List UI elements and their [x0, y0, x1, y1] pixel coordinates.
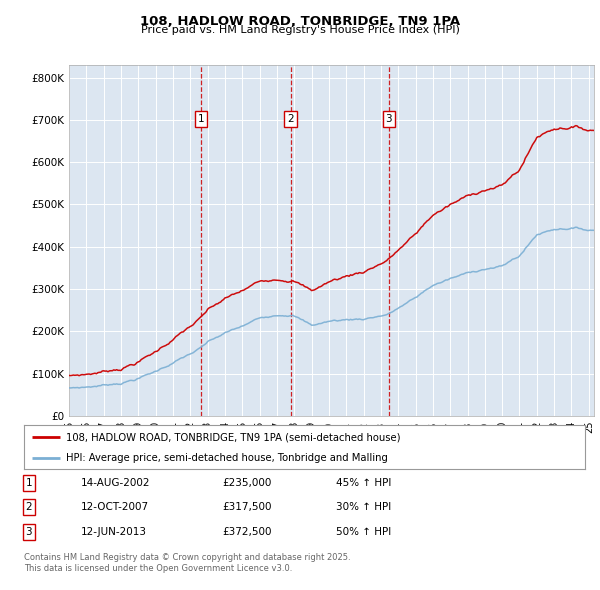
- Text: 14-AUG-2002: 14-AUG-2002: [81, 478, 151, 487]
- Text: This data is licensed under the Open Government Licence v3.0.: This data is licensed under the Open Gov…: [24, 565, 292, 573]
- Text: 3: 3: [386, 114, 392, 124]
- Text: 45% ↑ HPI: 45% ↑ HPI: [336, 478, 391, 487]
- Text: 2: 2: [287, 114, 294, 124]
- Text: 1: 1: [25, 478, 32, 487]
- Text: 12-JUN-2013: 12-JUN-2013: [81, 527, 147, 537]
- Text: 3: 3: [25, 527, 32, 537]
- Text: 50% ↑ HPI: 50% ↑ HPI: [336, 527, 391, 537]
- Text: 12-OCT-2007: 12-OCT-2007: [81, 503, 149, 512]
- Text: £235,000: £235,000: [222, 478, 271, 487]
- Text: 1: 1: [198, 114, 205, 124]
- Text: 108, HADLOW ROAD, TONBRIDGE, TN9 1PA: 108, HADLOW ROAD, TONBRIDGE, TN9 1PA: [140, 15, 460, 28]
- Text: 2: 2: [25, 503, 32, 512]
- Text: Price paid vs. HM Land Registry's House Price Index (HPI): Price paid vs. HM Land Registry's House …: [140, 25, 460, 35]
- Text: HPI: Average price, semi-detached house, Tonbridge and Malling: HPI: Average price, semi-detached house,…: [66, 453, 388, 463]
- Text: £372,500: £372,500: [222, 527, 271, 537]
- Text: £317,500: £317,500: [222, 503, 271, 512]
- Text: 108, HADLOW ROAD, TONBRIDGE, TN9 1PA (semi-detached house): 108, HADLOW ROAD, TONBRIDGE, TN9 1PA (se…: [66, 432, 401, 442]
- Text: Contains HM Land Registry data © Crown copyright and database right 2025.: Contains HM Land Registry data © Crown c…: [24, 553, 350, 562]
- Text: 30% ↑ HPI: 30% ↑ HPI: [336, 503, 391, 512]
